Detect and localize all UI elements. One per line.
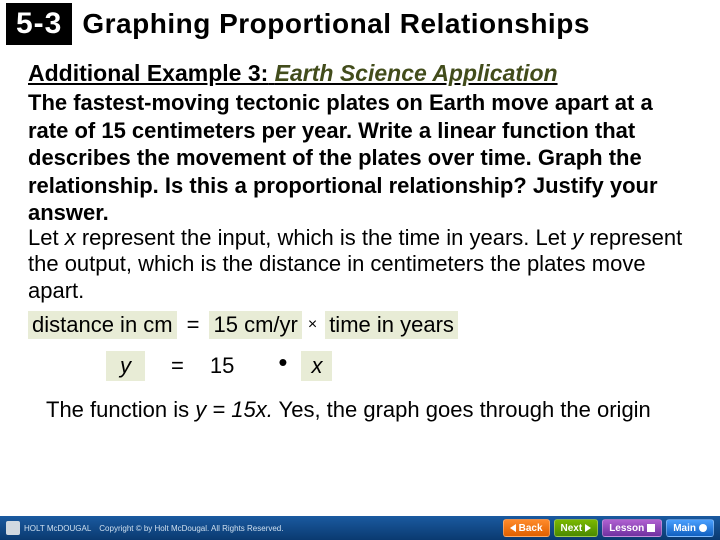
eq-right-words: time in years xyxy=(325,311,458,339)
eq-y: y xyxy=(106,351,145,381)
main-button[interactable]: Main xyxy=(666,519,714,537)
eq-left-words: distance in cm xyxy=(28,311,177,339)
brand-text: HOLT McDOUGAL xyxy=(24,524,91,533)
back-button[interactable]: Back xyxy=(503,519,550,537)
equation-symbols-row: y = 15 • x xyxy=(28,351,696,381)
square-icon xyxy=(647,524,655,532)
conclusion: The function is y = 15x. Yes, the graph … xyxy=(28,397,696,423)
eq-x: x xyxy=(301,351,332,381)
equals-sign-2: = xyxy=(171,353,184,379)
times-sign: × xyxy=(308,316,317,334)
example-label: Additional Example 3: xyxy=(28,60,268,86)
lesson-button[interactable]: Lesson xyxy=(602,519,662,537)
example-heading: Additional Example 3: Earth Science Appl… xyxy=(28,60,696,87)
equals-sign-1: = xyxy=(187,312,200,338)
holt-logo-icon xyxy=(6,521,20,535)
dot-icon: • xyxy=(278,357,287,367)
next-label: Next xyxy=(561,523,583,534)
main-label: Main xyxy=(673,523,696,534)
example-subtitle: Earth Science Application xyxy=(275,60,558,86)
conclusion-a: The function is xyxy=(46,397,195,422)
slide-footer: HOLT McDOUGAL Copyright © by Holt McDoug… xyxy=(0,516,720,540)
eq-k: 15 xyxy=(210,353,234,379)
section-number: 5-3 xyxy=(6,3,72,45)
slide: 5-3 Graphing Proportional Relationships … xyxy=(0,0,720,540)
conclusion-b: Yes, the graph goes through the origin xyxy=(273,397,651,422)
eq-rate-words: 15 cm/yr xyxy=(209,311,301,339)
chevron-left-icon xyxy=(510,524,516,532)
slide-content: Additional Example 3: Earth Science Appl… xyxy=(0,48,720,423)
let-x-text: represent the input, which is the time i… xyxy=(82,225,530,250)
section-title: Graphing Proportional Relationships xyxy=(82,8,590,40)
next-button[interactable]: Next xyxy=(554,519,599,537)
problem-text: The fastest-moving tectonic plates on Ea… xyxy=(28,89,696,227)
lesson-label: Lesson xyxy=(609,523,644,534)
footer-nav: Back Next Lesson Main xyxy=(503,519,714,537)
slide-header: 5-3 Graphing Proportional Relationships xyxy=(0,0,720,48)
chevron-right-icon xyxy=(585,524,591,532)
back-label: Back xyxy=(519,523,543,534)
footer-left: HOLT McDOUGAL Copyright © by Holt McDoug… xyxy=(6,521,283,535)
let-statements: Let x represent the input, which is the … xyxy=(28,225,696,305)
conclusion-eq: y = 15x. xyxy=(195,397,273,422)
equation-words-row: distance in cm = 15 cm/yr × time in year… xyxy=(28,311,696,339)
circle-icon xyxy=(699,524,707,532)
copyright-text: Copyright © by Holt McDougal. All Rights… xyxy=(99,524,283,533)
